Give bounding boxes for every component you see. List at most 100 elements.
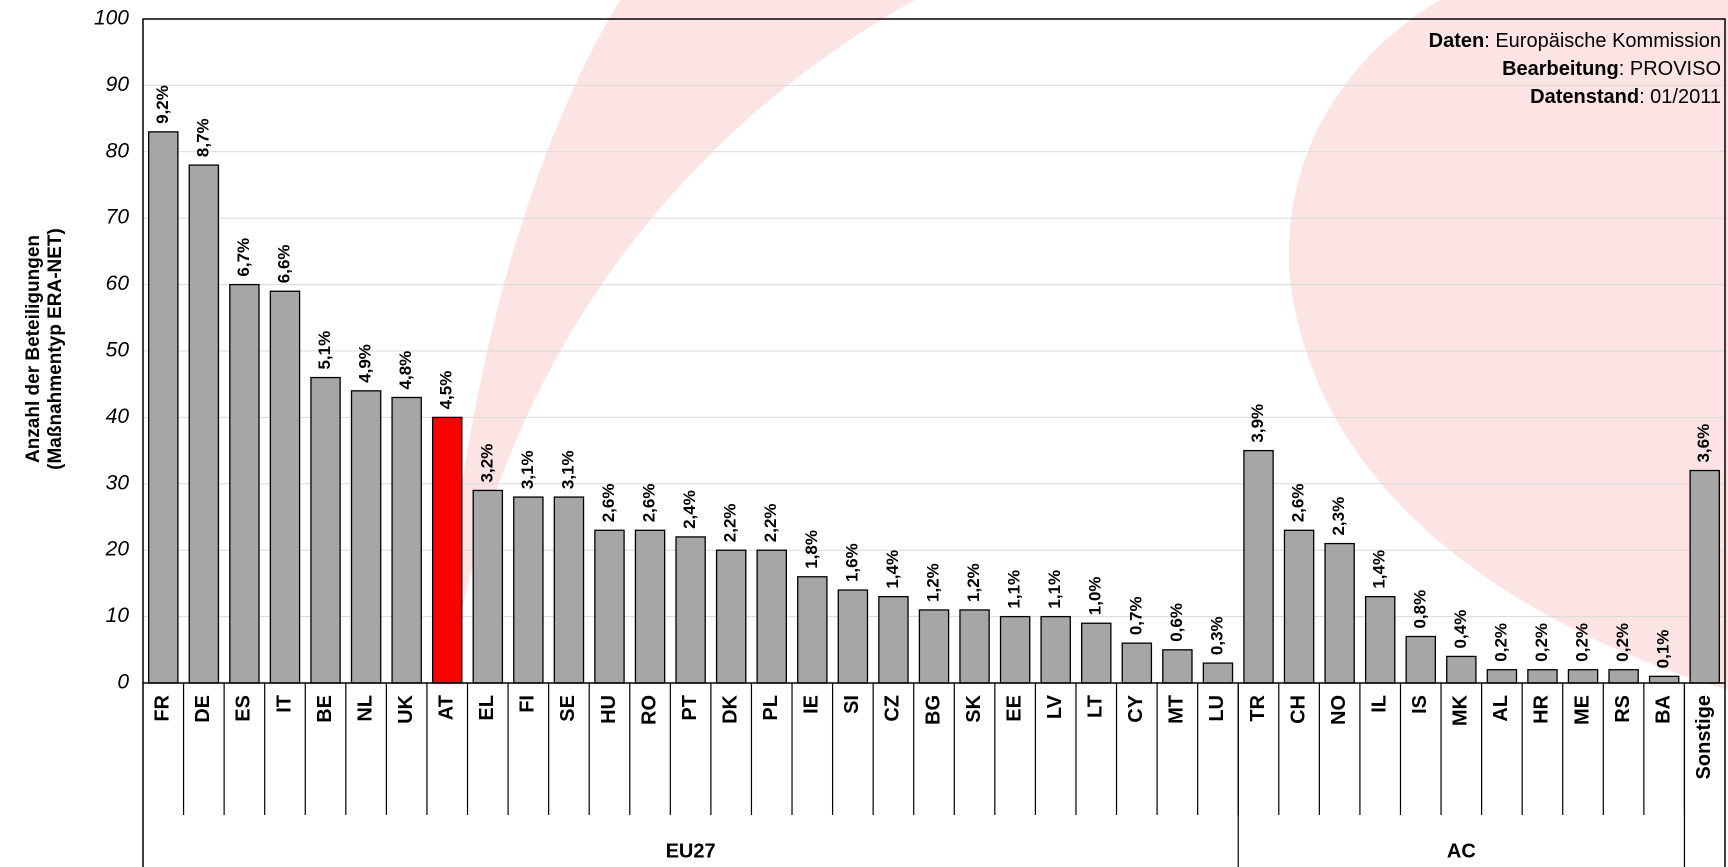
x-tick-label: LU [1206,695,1228,722]
y-tick-label: 70 [106,206,130,229]
x-tick-label: IS [1409,695,1431,714]
x-tick-label: UK [395,694,417,723]
x-tick-label: RS [1612,695,1634,723]
bar [229,283,260,684]
percent-label: 3,2% [477,444,496,483]
percent-label: 0,6% [1167,603,1186,642]
percent-label: 2,4% [680,490,699,529]
percent-label: 4,8% [396,351,415,390]
y-tick-label: 40 [106,405,130,428]
bar [431,416,463,684]
x-tick-label: LT [1085,695,1107,718]
bar [878,596,909,684]
x-tick-label: DK [719,694,741,723]
x-tick-label: IE [801,695,823,714]
percent-label: 0,8% [1410,590,1429,629]
percent-label: 0,2% [1491,623,1510,662]
x-tick-label: AT [436,695,458,720]
x-tick-label: MK [1450,694,1472,726]
y-tick-label: 50 [106,339,130,362]
source-note: Daten: Europäische Kommission [1429,30,1721,52]
x-tick-label: EE [1003,695,1025,722]
bar [553,496,585,684]
bar [594,529,625,684]
percent-label: 0,3% [1207,616,1226,655]
bar [918,609,950,684]
source-label: Datenstand [1530,86,1639,108]
y-tick-label: 30 [106,471,130,494]
bar [1689,469,1720,684]
bar [391,396,422,684]
x-tick-label: HR [1531,694,1553,723]
bar [1324,542,1355,684]
percent-label: 2,6% [640,484,659,523]
x-tick-label: PL [760,695,782,721]
percent-label: 2,6% [599,484,618,523]
x-tick-label: CH [1287,695,1309,724]
percent-label: 1,4% [883,550,902,589]
bar [837,589,869,684]
y-tick-label: 20 [105,538,130,561]
x-tick-label: FR [152,694,174,721]
percent-label: 1,6% [842,543,861,582]
x-tick-label: FI [517,695,539,713]
percent-label: 2,6% [1289,484,1308,523]
x-tick-label: SI [841,695,863,714]
x-tick-label: NL [354,695,376,722]
bar [188,164,220,684]
percent-label: 5,1% [315,331,334,370]
x-tick-label: NO [1328,695,1350,725]
decor-circle [1288,0,1728,690]
x-tick-label: LV [1044,694,1066,719]
bar [1283,529,1315,684]
bar [634,529,666,684]
x-tick-label: PT [679,695,701,721]
source-label: Bearbeitung [1502,58,1619,80]
source-label: Daten [1429,30,1485,52]
bar [1405,635,1437,684]
bar [1364,596,1396,684]
y-tick-label: 60 [106,272,130,295]
bar [472,489,504,684]
percent-label: 0,4% [1451,610,1470,649]
y-tick-label: 80 [106,139,130,162]
bar [797,576,828,684]
percent-label: 1,2% [964,563,983,602]
percent-label: 0,7% [1126,596,1145,635]
bar [999,615,1031,684]
background-decoration [445,0,1728,690]
percent-label: 2,3% [1329,497,1348,536]
bar [1121,642,1153,684]
percent-label: 1,8% [802,530,821,569]
bar [1162,649,1193,684]
x-tick-label: Sonstige [1693,695,1715,779]
percent-label: 2,2% [721,503,740,542]
percent-label: 1,0% [1086,576,1105,615]
y-tick-label: 90 [106,73,130,96]
bar [1486,669,1518,684]
percent-label: 0,1% [1654,630,1673,669]
percent-label: 8,7% [193,118,212,157]
y-tick-label: 100 [94,7,129,30]
bar [1081,622,1112,684]
percent-label: 1,1% [1005,570,1024,609]
y-tick-label: 0 [117,671,129,694]
x-tick-label: IT [273,695,295,713]
source-note: Bearbeitung: PROVISO [1502,58,1721,80]
percent-label: 6,6% [274,244,293,283]
source-text: : 01/2011 [1639,86,1721,108]
x-tick-label: BG [922,695,944,725]
x-tick-label: CZ [882,695,904,722]
x-tick-label: CY [1125,694,1147,722]
source-note: Datenstand: 01/2011 [1530,86,1721,108]
y-axis-label: (Maßnahmentyp ERA-NET) [45,228,66,470]
percent-label: 3,1% [558,450,577,489]
percent-label: 3,6% [1694,424,1713,463]
plot-frame [142,18,1726,684]
group-label: EU27 [666,840,716,862]
bar [1648,675,1680,684]
bar [715,549,747,684]
x-tick-label: EL [476,695,498,721]
bar [1202,662,1234,684]
